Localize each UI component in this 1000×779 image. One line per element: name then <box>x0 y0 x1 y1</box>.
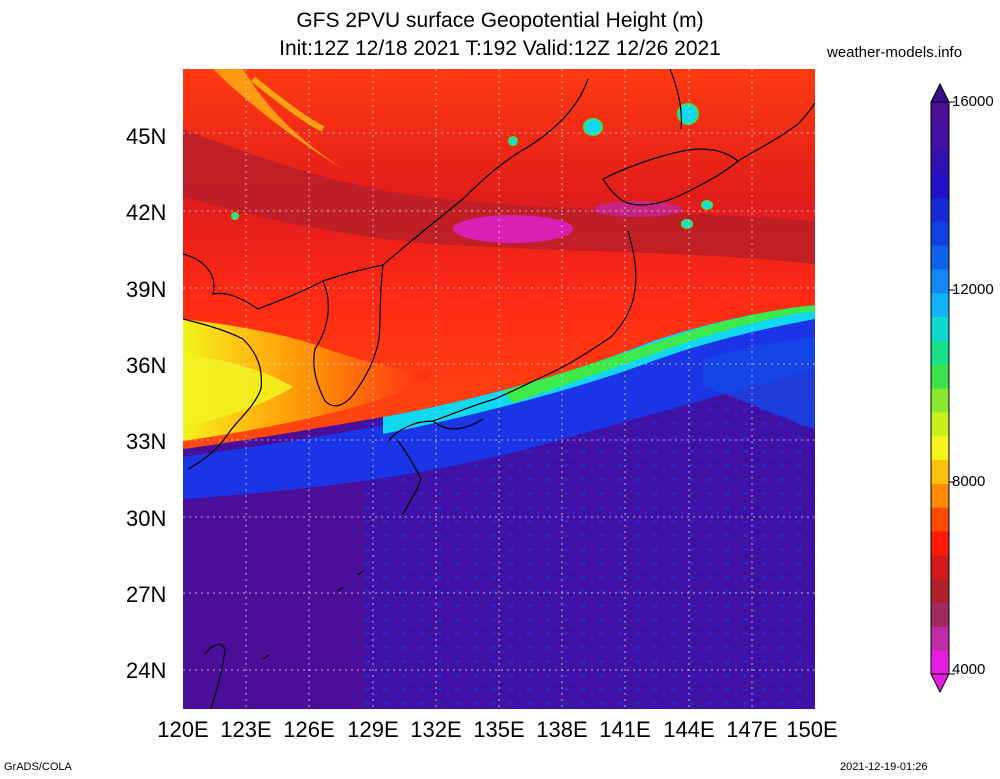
colorbar-segment <box>931 364 949 389</box>
colorbar-segment <box>931 292 949 317</box>
colorbar-segment <box>931 102 949 127</box>
colorbar-segment <box>931 435 949 460</box>
field-magenta-low <box>453 215 573 243</box>
field-yellow-tongue <box>183 319 433 441</box>
lat-label-27n: 27N <box>126 582 167 607</box>
colorbar-segment <box>931 483 949 508</box>
lon-label-150e: 150E <box>786 717 838 742</box>
colorbar-bottom-arrow <box>930 673 950 694</box>
colorbar-segment <box>931 507 949 532</box>
lat-label-45n: 45N <box>126 124 167 149</box>
chart-title: GFS 2PVU surface Geopotential Height (m) <box>296 9 704 32</box>
lat-label-33n: 33N <box>126 429 167 454</box>
field-small-cells <box>231 103 713 229</box>
coastlines <box>183 69 815 709</box>
lon-label-129e: 129E <box>347 717 399 742</box>
colorbar-segment <box>931 197 949 222</box>
colorbar-top-arrow <box>930 82 950 103</box>
lat-label-36n: 36N <box>126 353 167 378</box>
colorbar-label-8000: 8000 <box>952 473 986 490</box>
colorbar-segment <box>931 149 949 174</box>
lat-label-39n: 39N <box>126 277 167 302</box>
lon-label-135e: 135E <box>473 717 525 742</box>
colorbar-segment <box>931 411 949 437</box>
lat-label-30n: 30N <box>126 506 167 531</box>
map-plot <box>183 69 815 709</box>
lon-label-147e: 147E <box>726 717 778 742</box>
colorbar-segment <box>931 221 949 246</box>
colorbar <box>930 82 955 694</box>
chart-subtitle: Init:12Z 12/18 2021 T:192 Valid:12Z 12/2… <box>279 37 721 60</box>
colorbar-segment <box>931 650 949 675</box>
colorbar-label-16000: 16000 <box>952 93 994 110</box>
colorbar-segment <box>931 388 949 413</box>
colorbar-segment <box>931 626 949 651</box>
site-label: weather-models.info <box>827 44 963 61</box>
lon-label-144e: 144E <box>663 717 715 742</box>
colorbar-segment <box>931 125 949 151</box>
field-dark-red-trough <box>183 129 815 264</box>
colorbar-segment <box>931 578 949 603</box>
colorbar-segment <box>931 173 949 198</box>
colorbar-segment <box>931 316 949 341</box>
colorbar-label-12000: 12000 <box>952 281 994 298</box>
colorbar-segment <box>931 268 949 294</box>
colorbar-segment <box>931 602 949 627</box>
colorbar-label-4000: 4000 <box>952 661 986 678</box>
field-green-band <box>503 305 815 403</box>
lon-label-123e: 123E <box>220 717 272 742</box>
credit-grads: GrADS/COLA <box>4 761 72 773</box>
lon-label-132e: 132E <box>410 717 462 742</box>
lon-label-126e: 126E <box>283 717 335 742</box>
lon-label-141e: 141E <box>599 717 651 742</box>
colorbar-segment <box>931 554 949 580</box>
lon-label-138e: 138E <box>536 717 588 742</box>
lat-label-24n: 24N <box>126 658 167 683</box>
lon-label-120e: 120E <box>157 717 209 742</box>
credit-timestamp: 2021-12-19-01:26 <box>840 761 928 773</box>
lat-label-42n: 42N <box>126 200 167 225</box>
colorbar-segment <box>931 459 949 484</box>
colorbar-segment <box>931 340 949 365</box>
colorbar-segment <box>931 245 949 270</box>
colorbar-segment <box>931 531 949 556</box>
map-grid <box>183 69 815 709</box>
